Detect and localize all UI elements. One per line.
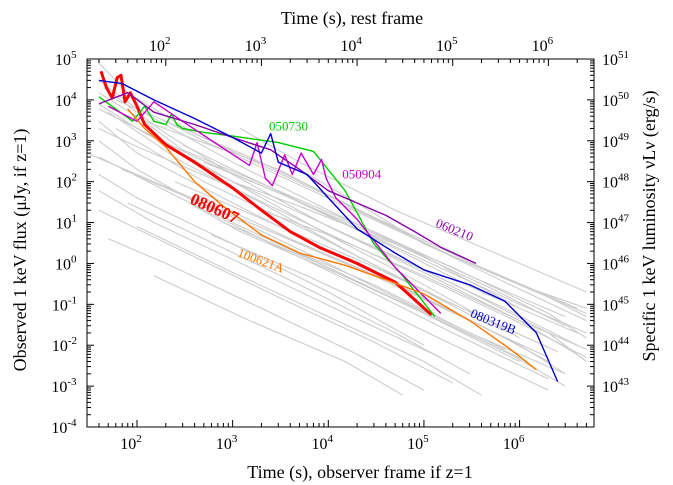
series-line-080607 <box>99 70 433 317</box>
series-line-050730 <box>98 96 436 318</box>
background-curve <box>98 156 549 380</box>
y-tick-label: 10-2 <box>52 335 77 355</box>
curve-label-100621a: 100621A <box>236 245 287 276</box>
x-top-tick-label: 103 <box>245 35 267 55</box>
tick-labels: 102 103 104 105 106 102 103 104 105 106 105 104 103 1… <box>51 35 629 453</box>
y-right-tick-label: 1045 <box>602 294 630 314</box>
background-curve <box>87 152 549 358</box>
y-tick-label: 105 <box>55 49 77 69</box>
background-curve <box>328 225 587 362</box>
x-axis-label: Time (s), observer frame if z=1 <box>247 462 472 483</box>
background-curve <box>98 92 587 322</box>
series-line-100621a <box>127 108 537 371</box>
x-tick-label: 106 <box>503 433 525 453</box>
x-top-tick-label: 105 <box>436 35 458 55</box>
y-tick-label: 103 <box>55 131 77 151</box>
background-curve <box>98 128 587 358</box>
y-tick-label: 10-1 <box>52 294 77 314</box>
background-curve <box>261 209 587 350</box>
background-curve <box>153 275 403 396</box>
background-curve <box>98 108 578 334</box>
background-curve <box>115 99 587 314</box>
curve-label-060210: 060210 <box>434 215 476 244</box>
x-tick-label: 105 <box>407 433 429 453</box>
x-top-axis-label: Time (s), rest frame <box>281 8 423 29</box>
x-tick-label: 103 <box>216 433 238 453</box>
x-tick-label: 104 <box>312 433 334 453</box>
y-tick-label: 104 <box>55 90 77 110</box>
y-right-axis-label: Specific 1 keV luminosity νLν (erg/s) <box>639 90 660 361</box>
curve-label-050904: 050904 <box>342 166 382 181</box>
background-curve <box>211 234 549 391</box>
background-curve <box>98 120 566 375</box>
plot-frame <box>86 58 595 428</box>
series-line-060210 <box>98 91 477 265</box>
background-curve <box>182 144 587 334</box>
background-curve <box>223 222 566 387</box>
background-curve <box>188 202 528 362</box>
y-right-tick-label: 1050 <box>602 90 630 110</box>
y-right-tick-label: 1044 <box>602 335 630 355</box>
x-top-tick-label: 102 <box>149 35 171 55</box>
curve-label-080607: 080607 <box>187 189 242 227</box>
y-tick-label: 102 <box>56 172 78 192</box>
background-curve <box>203 161 587 339</box>
axis-ticks <box>86 58 595 428</box>
highlighted-lightcurves <box>98 70 559 382</box>
background-curve <box>278 243 566 375</box>
background-curve <box>239 128 587 293</box>
background-curve <box>299 168 587 309</box>
y-axis-label: Observed 1 keV flux (μJy, if z=1) <box>10 129 31 372</box>
x-tick-label: 102 <box>120 433 142 453</box>
background-curve <box>136 115 566 318</box>
x-top-tick-label: 106 <box>532 35 554 55</box>
y-right-tick-label: 1049 <box>602 131 630 151</box>
background-curve <box>98 209 453 384</box>
y-right-tick-label: 1046 <box>602 253 630 273</box>
series-line-080319b <box>98 79 559 382</box>
background-curve <box>136 226 482 396</box>
background-curve <box>232 181 566 327</box>
y-tick-label: 101 <box>56 213 78 233</box>
y-right-tick-label: 1048 <box>602 172 630 192</box>
background-curve <box>98 190 442 358</box>
y-tick-label: 100 <box>55 253 77 273</box>
x-top-tick-label: 104 <box>340 35 362 55</box>
curve-label-050730: 050730 <box>269 118 308 133</box>
background-curve <box>127 202 470 375</box>
y-right-tick-label: 1047 <box>602 213 630 233</box>
background-curve <box>174 181 558 353</box>
y-right-tick-label: 1051 <box>602 49 629 69</box>
y-right-tick-label: 1043 <box>602 376 630 396</box>
background-lightcurves <box>87 62 587 396</box>
y-tick-label: 10-3 <box>51 376 77 396</box>
y-tick-label: 10-4 <box>51 417 77 437</box>
background-curve <box>107 238 425 391</box>
